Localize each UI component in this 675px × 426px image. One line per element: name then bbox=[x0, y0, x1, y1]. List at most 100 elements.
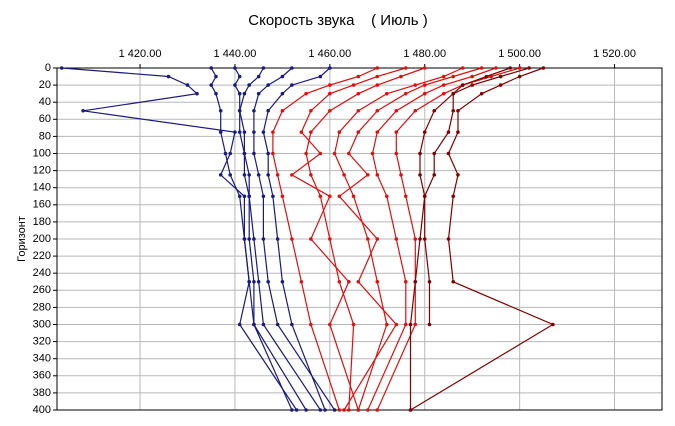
profile-point bbox=[451, 194, 456, 199]
profile-point bbox=[280, 194, 285, 199]
profile-point bbox=[233, 66, 237, 70]
profile-point bbox=[375, 83, 380, 87]
profile-point bbox=[256, 91, 261, 96]
profile-point bbox=[228, 173, 232, 177]
profile-point bbox=[266, 83, 270, 87]
profile-point bbox=[304, 91, 308, 96]
profile-point bbox=[408, 408, 413, 412]
profile-point bbox=[328, 83, 332, 87]
profile-point bbox=[214, 74, 218, 79]
x-tick-label: 1 500.00 bbox=[498, 48, 541, 60]
y-tick-label: 40 bbox=[39, 96, 51, 108]
profile-point bbox=[498, 83, 503, 87]
y-tick-label: 260 bbox=[33, 284, 51, 296]
profile-point bbox=[418, 173, 422, 177]
profile-point bbox=[318, 194, 323, 199]
profile-point bbox=[256, 74, 261, 79]
profile-point bbox=[375, 279, 380, 284]
profile-point bbox=[332, 151, 337, 156]
profile-point bbox=[446, 237, 451, 241]
profile-point bbox=[242, 151, 247, 156]
profile-point bbox=[356, 91, 361, 96]
profile-point bbox=[508, 66, 512, 70]
profile-point bbox=[375, 130, 380, 134]
profile-point bbox=[422, 237, 427, 241]
profile-point bbox=[337, 408, 342, 412]
profile-point bbox=[432, 108, 437, 113]
profile-line bbox=[419, 67, 530, 325]
profile-point bbox=[185, 83, 190, 87]
profile-point bbox=[517, 66, 522, 70]
profile-point bbox=[347, 408, 351, 412]
profile-point bbox=[195, 91, 199, 96]
profile-point bbox=[422, 130, 427, 134]
profile-point bbox=[366, 237, 370, 241]
profile-point bbox=[427, 322, 432, 327]
profile-point bbox=[233, 130, 237, 134]
profile-point bbox=[328, 322, 332, 327]
profile-point bbox=[356, 130, 361, 134]
profile-point bbox=[332, 408, 337, 412]
profile-point bbox=[271, 194, 275, 199]
profile-point bbox=[413, 322, 418, 327]
profile-point bbox=[209, 66, 214, 70]
profile-point bbox=[323, 408, 327, 412]
profile-point bbox=[470, 74, 474, 79]
y-tick-label: 320 bbox=[33, 336, 51, 348]
y-tick-label: 80 bbox=[39, 130, 51, 142]
profile-point bbox=[366, 173, 370, 177]
profile-point bbox=[299, 130, 304, 134]
profile-point bbox=[309, 130, 313, 134]
profile-point bbox=[394, 108, 399, 113]
profile-point bbox=[252, 322, 256, 327]
profile-point bbox=[375, 74, 380, 79]
profile-point bbox=[309, 108, 313, 113]
profile-point bbox=[427, 279, 432, 284]
profile-point bbox=[266, 173, 270, 177]
y-tick-label: 400 bbox=[33, 404, 51, 416]
profile-point bbox=[347, 151, 351, 156]
y-tick-label: 60 bbox=[39, 113, 51, 125]
profile-point bbox=[337, 130, 342, 134]
profile-point bbox=[256, 173, 261, 177]
profile-point bbox=[290, 237, 294, 241]
x-tick-label: 1 420.00 bbox=[119, 48, 162, 60]
y-tick-label: 300 bbox=[33, 318, 51, 330]
profile-point bbox=[413, 83, 418, 87]
profile-point bbox=[413, 108, 418, 113]
profile-point bbox=[261, 237, 266, 241]
profile-point bbox=[418, 237, 422, 241]
profile-point bbox=[394, 130, 399, 134]
profile-point bbox=[237, 74, 242, 79]
y-tick-label: 380 bbox=[33, 387, 51, 399]
profile-point bbox=[356, 108, 361, 113]
profile-point bbox=[375, 173, 380, 177]
x-tick-label: 1 460.00 bbox=[308, 48, 351, 60]
y-tick-label: 140 bbox=[33, 182, 51, 194]
profile-point bbox=[356, 279, 361, 284]
y-tick-label: 100 bbox=[33, 147, 51, 159]
y-tick-label: 360 bbox=[33, 370, 51, 382]
profile-point bbox=[242, 194, 247, 199]
profile-point bbox=[451, 91, 456, 96]
profile-point bbox=[318, 74, 323, 79]
profile-point bbox=[394, 237, 399, 241]
profile-point bbox=[237, 194, 242, 199]
profile-point bbox=[237, 130, 242, 134]
profile-point bbox=[328, 108, 332, 113]
profile-point bbox=[328, 66, 332, 70]
profile-point bbox=[422, 194, 427, 199]
y-tick-label: 340 bbox=[33, 353, 51, 365]
profile-point bbox=[266, 279, 270, 284]
profile-point bbox=[81, 108, 85, 113]
profile-point bbox=[375, 108, 380, 113]
profile-point bbox=[237, 322, 242, 327]
profile-point bbox=[403, 91, 408, 96]
profile-point bbox=[432, 173, 437, 177]
profile-point bbox=[451, 279, 456, 284]
profile-point bbox=[351, 194, 356, 199]
profile-point bbox=[394, 151, 399, 156]
profile-point bbox=[441, 83, 446, 87]
profile-point bbox=[366, 408, 370, 412]
profile-point bbox=[446, 151, 451, 156]
